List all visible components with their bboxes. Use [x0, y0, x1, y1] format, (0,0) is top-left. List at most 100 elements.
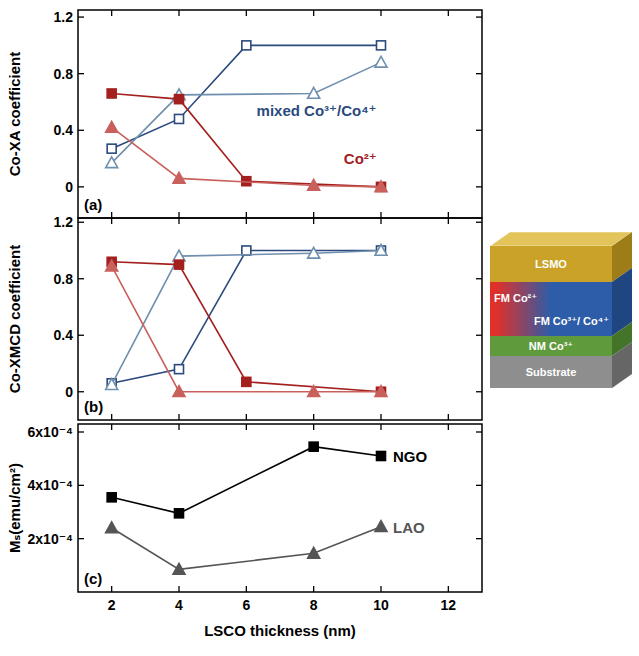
series-line [112, 447, 381, 514]
marker [106, 379, 118, 390]
y-tick [476, 16, 482, 17]
x-tick-label: 6 [242, 597, 250, 613]
figure: 00.40.81.2Co-XA coefficientmixed Co³⁺/Co… [0, 0, 639, 656]
panel: 2x10⁻⁴4x10⁻⁴6x10⁻⁴24681012Mₛ(emu/cm²)LSC… [6, 424, 483, 639]
marker [173, 563, 185, 574]
y-tick [78, 538, 84, 539]
y-tick [78, 73, 84, 74]
frame [78, 10, 482, 218]
layer-front [490, 356, 612, 388]
x-tick-label: 10 [373, 597, 389, 613]
marker [377, 452, 386, 461]
y-tick-label: 1.2 [54, 214, 74, 230]
x-tick [111, 424, 112, 430]
y-tick-label: 0 [65, 179, 73, 195]
layer-side [612, 342, 632, 388]
x-tick [448, 218, 449, 224]
y-tick [476, 278, 482, 279]
y-tick-label: 1.2 [54, 9, 74, 25]
marker [242, 246, 251, 255]
marker [308, 386, 320, 397]
y-tick-label: 4x10⁻⁴ [28, 477, 74, 493]
x-tick-label: 8 [310, 597, 318, 613]
series-line [112, 127, 381, 186]
y-tick [476, 485, 482, 486]
x-tick [380, 212, 381, 218]
marker [375, 56, 387, 67]
x-tick [246, 218, 247, 224]
marker [107, 493, 116, 502]
marker [107, 144, 116, 153]
y-tick [476, 222, 482, 223]
x-tick [448, 586, 449, 592]
x-tick [448, 414, 449, 420]
marker [242, 377, 251, 386]
x-tick [178, 10, 179, 16]
y-tick [78, 186, 84, 187]
series-line [112, 527, 381, 570]
series-line [112, 262, 381, 392]
x-tick [448, 212, 449, 218]
layer-label: FM Co²⁺ [494, 292, 537, 304]
y-tick-label: 0.8 [54, 66, 74, 82]
x-tick [178, 586, 179, 592]
plot-area [106, 41, 387, 192]
x-tick [380, 586, 381, 592]
y-tick-label: 0 [65, 384, 73, 400]
y-tick [78, 391, 84, 392]
x-tick [111, 218, 112, 224]
x-tick [111, 212, 112, 218]
marker [375, 521, 387, 532]
x-tick [380, 10, 381, 16]
x-tick [313, 424, 314, 430]
panel: 00.40.81.2Co-XA coefficientmixed Co³⁺/Co… [6, 9, 483, 218]
series-line [112, 93, 381, 186]
y-tick [78, 16, 84, 17]
y-tick [78, 130, 84, 131]
frame [78, 218, 482, 420]
y-tick [78, 278, 84, 279]
marker [175, 509, 184, 518]
x-tick [313, 586, 314, 592]
marker [106, 522, 118, 533]
x-tick [313, 218, 314, 224]
y-tick [476, 73, 482, 74]
y-tick [476, 391, 482, 392]
y-tick-label: 2x10⁻⁴ [28, 531, 74, 547]
panel-label: (c) [84, 570, 102, 587]
plot-area [106, 442, 387, 574]
y-axis-title: Co-XA coefficient [6, 52, 23, 176]
y-tick [78, 431, 84, 432]
x-tick [380, 414, 381, 420]
y-tick [78, 335, 84, 336]
x-tick [246, 212, 247, 218]
x-tick [246, 424, 247, 430]
marker [308, 87, 320, 98]
layer-label: FM Co³⁺/ Co⁴⁺ [534, 315, 609, 327]
y-axis-title: Co-XMCD coefficient [6, 245, 23, 393]
x-tick [111, 586, 112, 592]
y-tick-label: 0.8 [54, 271, 74, 287]
layer-label: NM Co³⁺ [529, 340, 573, 352]
marker [377, 41, 386, 50]
marker [309, 442, 318, 451]
y-tick [476, 431, 482, 432]
x-tick-label: 2 [108, 597, 116, 613]
layer-label: Substrate [526, 366, 577, 378]
marker [173, 172, 185, 183]
marker [107, 89, 116, 98]
x-tick [246, 414, 247, 420]
annotation: mixed Co³⁺/Co⁴⁺ [257, 102, 377, 119]
y-tick [476, 335, 482, 336]
x-tick [178, 212, 179, 218]
series-line [112, 62, 381, 162]
x-tick [448, 10, 449, 16]
x-tick [313, 212, 314, 218]
frame [78, 424, 482, 592]
x-tick [111, 10, 112, 16]
x-tick [380, 218, 381, 224]
x-tick [246, 586, 247, 592]
top-face [490, 232, 632, 246]
series-line [112, 250, 381, 384]
marker [106, 260, 118, 271]
